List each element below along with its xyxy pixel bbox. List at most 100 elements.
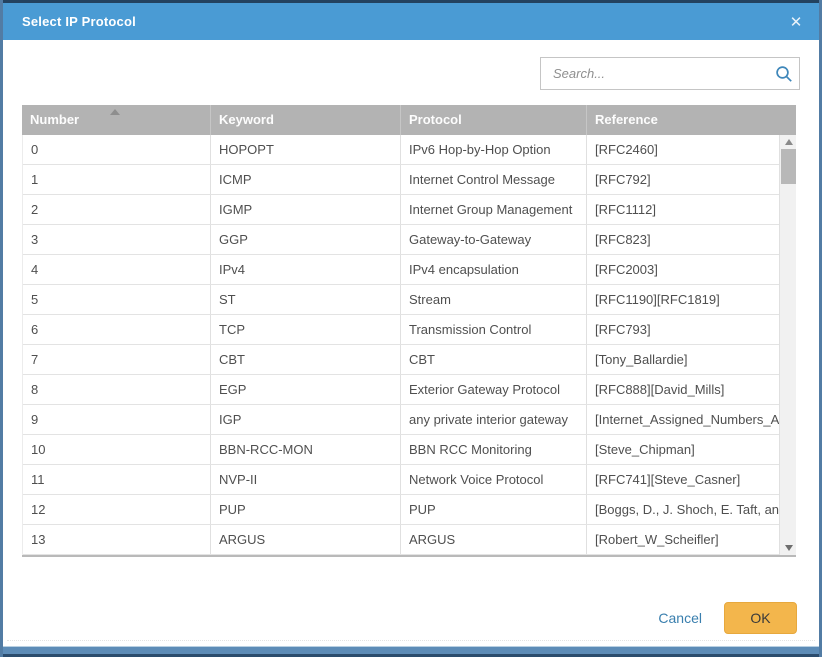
cell-reference: [Internet_Assigned_Numbers_Aut	[586, 405, 779, 434]
column-header-label: Keyword	[219, 112, 274, 127]
cell-reference: [RFC888][David_Mills]	[586, 375, 779, 404]
table-row[interactable]: 12 PUP PUP [Boggs, D., J. Shoch, E. Taft…	[23, 495, 779, 525]
cell-protocol: ARGUS	[400, 525, 586, 554]
column-header-label: Number	[30, 112, 80, 127]
close-icon[interactable]: ✕	[789, 13, 803, 31]
cell-number: 5	[31, 292, 39, 307]
cell-reference: [RFC823]	[586, 225, 779, 254]
cell-number: 9	[31, 412, 39, 427]
cell-reference: [Boggs, D., J. Shoch, E. Taft, and R	[586, 495, 779, 524]
column-header-label: Protocol	[409, 112, 462, 127]
cell-keyword: IGP	[210, 405, 400, 434]
cell-protocol: Network Voice Protocol	[400, 465, 586, 494]
ok-button[interactable]: OK	[724, 602, 797, 634]
dialog-footer: Cancel OK	[658, 602, 797, 634]
table-row[interactable]: 10 BBN-RCC-MON BBN RCC Monitoring [Steve…	[23, 435, 779, 465]
cell-number: 11	[31, 472, 45, 487]
dialog-title: Select IP Protocol	[22, 14, 136, 29]
table-row[interactable]: 13 ARGUS ARGUS [Robert_W_Scheifler]	[23, 525, 779, 555]
cell-reference: [RFC741][Steve_Casner]	[586, 465, 779, 494]
table-row[interactable]: 5 ST Stream [RFC1190][RFC1819]	[23, 285, 779, 315]
scroll-down-icon	[784, 545, 793, 551]
table-row[interactable]: 2 IGMP Internet Group Management [RFC111…	[23, 195, 779, 225]
dialog-titlebar: Select IP Protocol ✕	[3, 3, 819, 40]
cell-number: 1	[31, 172, 39, 187]
table-header-row: Number Keyword Protocol Reference	[22, 105, 796, 135]
cell-keyword: EGP	[210, 375, 400, 404]
cell-number: 8	[31, 382, 39, 397]
table-row[interactable]: 11 NVP-II Network Voice Protocol [RFC741…	[23, 465, 779, 495]
cell-reference: [RFC793]	[586, 315, 779, 344]
cell-protocol: any private interior gateway	[400, 405, 586, 434]
search-icon	[769, 65, 799, 83]
cell-keyword: CBT	[210, 345, 400, 374]
column-header-protocol[interactable]: Protocol	[400, 105, 586, 135]
cell-protocol: IPv4 encapsulation	[400, 255, 586, 284]
column-header-keyword[interactable]: Keyword	[210, 105, 400, 135]
cell-reference: [RFC792]	[586, 165, 779, 194]
table-row[interactable]: 7 CBT CBT [Tony_Ballardie]	[23, 345, 779, 375]
cell-keyword: IPv4	[210, 255, 400, 284]
cell-keyword: PUP	[210, 495, 400, 524]
table-row[interactable]: 1 ICMP Internet Control Message [RFC792]	[23, 165, 779, 195]
scroll-down-button[interactable]	[780, 541, 797, 555]
table-row[interactable]: 8 EGP Exterior Gateway Protocol [RFC888]…	[23, 375, 779, 405]
cell-number: 0	[31, 142, 39, 157]
table-row[interactable]: 4 IPv4 IPv4 encapsulation [RFC2003]	[23, 255, 779, 285]
cell-protocol: PUP	[400, 495, 586, 524]
scroll-up-icon	[784, 139, 793, 145]
table-row[interactable]: 0 HOPOPT IPv6 Hop-by-Hop Option [RFC2460…	[23, 135, 779, 165]
cell-protocol: Gateway-to-Gateway	[400, 225, 586, 254]
table-body: 0 HOPOPT IPv6 Hop-by-Hop Option [RFC2460…	[22, 135, 779, 555]
table-row[interactable]: 6 TCP Transmission Control [RFC793]	[23, 315, 779, 345]
cell-number: 3	[31, 232, 39, 247]
cell-keyword: BBN-RCC-MON	[210, 435, 400, 464]
cell-protocol: Stream	[400, 285, 586, 314]
sort-ascending-icon	[110, 109, 120, 115]
cell-reference: [Tony_Ballardie]	[586, 345, 779, 374]
protocol-table: Number Keyword Protocol Reference 0 HOPO…	[22, 105, 796, 557]
search-box	[540, 57, 800, 90]
cell-keyword: ICMP	[210, 165, 400, 194]
cell-reference: [RFC1112]	[586, 195, 779, 224]
cell-keyword: ARGUS	[210, 525, 400, 554]
search-input[interactable]	[541, 58, 769, 89]
cell-number: 12	[31, 502, 46, 517]
column-header-reference[interactable]: Reference	[586, 105, 796, 135]
cell-number: 7	[31, 352, 39, 367]
column-header-number[interactable]: Number	[22, 105, 210, 135]
table-row[interactable]: 9 IGP any private interior gateway [Inte…	[23, 405, 779, 435]
cell-protocol: Exterior Gateway Protocol	[400, 375, 586, 404]
cell-number: 13	[31, 532, 46, 547]
cell-reference: [RFC1190][RFC1819]	[586, 285, 779, 314]
vertical-scrollbar[interactable]	[779, 135, 796, 555]
cell-number: 4	[31, 262, 39, 277]
cell-protocol: Transmission Control	[400, 315, 586, 344]
scrollbar-thumb[interactable]	[781, 149, 796, 184]
cell-reference: [RFC2003]	[586, 255, 779, 284]
table-row[interactable]: 3 GGP Gateway-to-Gateway [RFC823]	[23, 225, 779, 255]
scroll-up-button[interactable]	[780, 135, 797, 149]
cell-reference: [RFC2460]	[586, 135, 779, 164]
column-header-label: Reference	[595, 112, 658, 127]
cell-number: 10	[31, 442, 46, 457]
dialog-top-edge	[3, 0, 819, 3]
cell-protocol: Internet Control Message	[400, 165, 586, 194]
footer-divider	[7, 640, 815, 641]
cell-keyword: NVP-II	[210, 465, 400, 494]
cancel-button[interactable]: Cancel	[658, 610, 702, 626]
cell-number: 6	[31, 322, 39, 337]
cell-protocol: BBN RCC Monitoring	[400, 435, 586, 464]
cell-protocol: IPv6 Hop-by-Hop Option	[400, 135, 586, 164]
cell-number: 2	[31, 202, 39, 217]
cell-protocol: CBT	[400, 345, 586, 374]
cell-keyword: ST	[210, 285, 400, 314]
cell-reference: [Steve_Chipman]	[586, 435, 779, 464]
cell-keyword: GGP	[210, 225, 400, 254]
cell-keyword: HOPOPT	[210, 135, 400, 164]
cell-reference: [Robert_W_Scheifler]	[586, 525, 779, 554]
cell-keyword: IGMP	[210, 195, 400, 224]
cell-keyword: TCP	[210, 315, 400, 344]
dialog-bottom-edge	[3, 646, 819, 657]
